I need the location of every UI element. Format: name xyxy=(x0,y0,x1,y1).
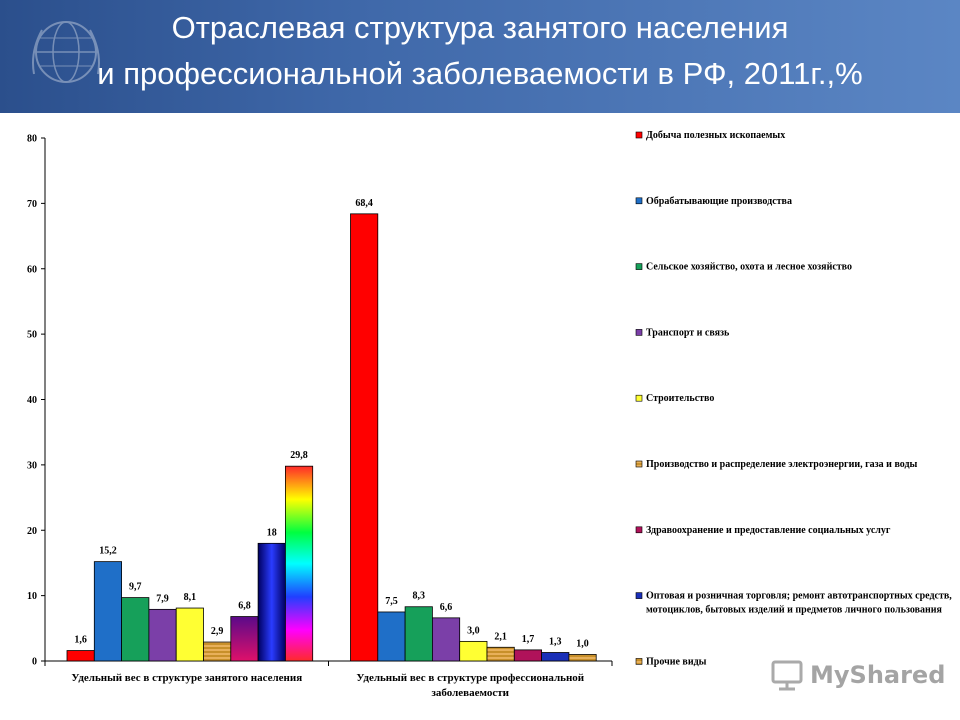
chart-category-labels: Удельный вес в структуре занятого населе… xyxy=(71,672,584,699)
data-label-0-7: 18 xyxy=(267,527,277,538)
data-label-0-5: 2,9 xyxy=(211,626,224,637)
data-label-1-4: 3,0 xyxy=(467,625,480,636)
legend-swatch-1 xyxy=(635,197,643,205)
chart-bars xyxy=(66,213,597,662)
legend-swatch-4 xyxy=(635,394,643,402)
data-label-0-8: 29,8 xyxy=(290,450,308,461)
slide-header: Отраслевая структура занятого населения … xyxy=(0,0,960,113)
legend-label-7: Оптовая и розничная торговля; ремонт авт… xyxy=(646,591,952,602)
y-tick-label: 20 xyxy=(27,526,37,537)
bar-0-2 xyxy=(121,597,150,662)
bar-1-7 xyxy=(541,652,570,662)
data-label-1-3: 6,6 xyxy=(440,602,453,613)
y-tick-label: 0 xyxy=(32,657,37,668)
bar-1-0 xyxy=(350,213,379,662)
y-tick-label: 10 xyxy=(27,591,37,602)
legend-swatch-6 xyxy=(635,526,643,534)
legend-swatch-5 xyxy=(635,460,643,468)
data-label-1-5: 2,1 xyxy=(494,631,507,642)
data-label-0-6: 6,8 xyxy=(238,601,251,612)
bar-1-4 xyxy=(459,640,488,662)
y-tick-label: 80 xyxy=(27,134,37,145)
y-tick-label: 40 xyxy=(27,395,37,406)
category-label-1: заболеваемости xyxy=(432,687,510,699)
legend-label-2: Сельское хозяйство, охота и лесное хозяй… xyxy=(646,262,852,273)
y-tick-label: 50 xyxy=(27,330,37,341)
bar-1-1 xyxy=(377,611,406,662)
legend-swatch-7 xyxy=(635,592,643,599)
bar-1-6 xyxy=(513,649,542,662)
data-label-0-3: 7,9 xyxy=(156,593,169,604)
data-label-1-0: 68,4 xyxy=(355,198,373,209)
projector-screen-icon xyxy=(771,660,803,691)
data-label-0-0: 1,6 xyxy=(74,635,87,646)
legend-label-6: Здравоохранение и предоставление социаль… xyxy=(646,525,891,536)
legend-label-8: Прочие виды xyxy=(646,656,707,667)
bar-chart: 0 10 20 30 40 50 60 70 80 1,6 15,2 9,7 7,9 8,1 2,9 6,8… xyxy=(27,130,952,699)
bar-0-5 xyxy=(203,641,232,662)
globe-emblem-icon xyxy=(32,21,100,83)
bar-1-5 xyxy=(486,646,515,662)
category-label-0: Удельный вес в структуре занятого населе… xyxy=(71,672,302,684)
watermark: MyShared xyxy=(770,657,945,693)
category-label-1: Удельный вес в структуре профессионально… xyxy=(356,672,584,684)
bar-0-1 xyxy=(93,561,123,662)
y-tick-label: 70 xyxy=(27,199,37,210)
legend-label-7: мотоциклов, бытовых изделий и предметов … xyxy=(646,605,943,616)
bar-0-7 xyxy=(257,542,286,662)
bar-1-8 xyxy=(568,654,597,662)
y-tick-label: 60 xyxy=(27,264,37,275)
bar-0-4 xyxy=(175,607,204,662)
data-label-0-4: 8,1 xyxy=(184,592,197,603)
slide-title-line-2: и профессиональной заболеваемости в РФ, … xyxy=(97,56,863,91)
legend-swatch-0 xyxy=(635,131,643,139)
data-label-1-6: 1,7 xyxy=(522,634,535,645)
data-label-1-2: 8,3 xyxy=(413,591,426,602)
data-label-1-1: 7,5 xyxy=(385,596,398,607)
legend-label-5: Производство и распределение электроэнер… xyxy=(646,459,918,470)
legend-swatch-2 xyxy=(635,263,643,270)
legend-swatch-3 xyxy=(635,329,643,336)
slide-title-line-1: Отраслевая структура занятого населения xyxy=(171,10,789,45)
bar-0-8 xyxy=(284,465,314,662)
bar-0-6 xyxy=(230,616,259,662)
watermark-text: MyShared xyxy=(810,661,946,689)
chart-data-labels: 1,6 15,2 9,7 7,9 8,1 2,9 6,8 18 29,8 68,4 7,5 8,3 6,… xyxy=(74,198,588,650)
legend-swatch-8 xyxy=(635,658,643,665)
data-label-1-8: 1,0 xyxy=(576,638,589,649)
bar-0-0 xyxy=(66,650,95,662)
legend-label-4: Строительство xyxy=(646,393,714,404)
data-label-0-2: 9,7 xyxy=(129,582,142,593)
legend-label-3: Транспорт и связь xyxy=(646,327,730,338)
data-label-0-1: 15,2 xyxy=(99,546,117,557)
y-tick-label: 30 xyxy=(27,460,37,471)
bar-0-3 xyxy=(148,608,177,662)
legend-label-1: Обрабатывающие производства xyxy=(646,196,792,207)
data-label-1-7: 1,3 xyxy=(549,637,562,648)
legend-label-0: Добыча полезных ископаемых xyxy=(646,130,785,141)
chart-legend: Добыча полезных ископаемых Обрабатывающие… xyxy=(635,130,952,667)
bar-1-2 xyxy=(404,606,433,662)
bar-1-3 xyxy=(431,617,461,662)
